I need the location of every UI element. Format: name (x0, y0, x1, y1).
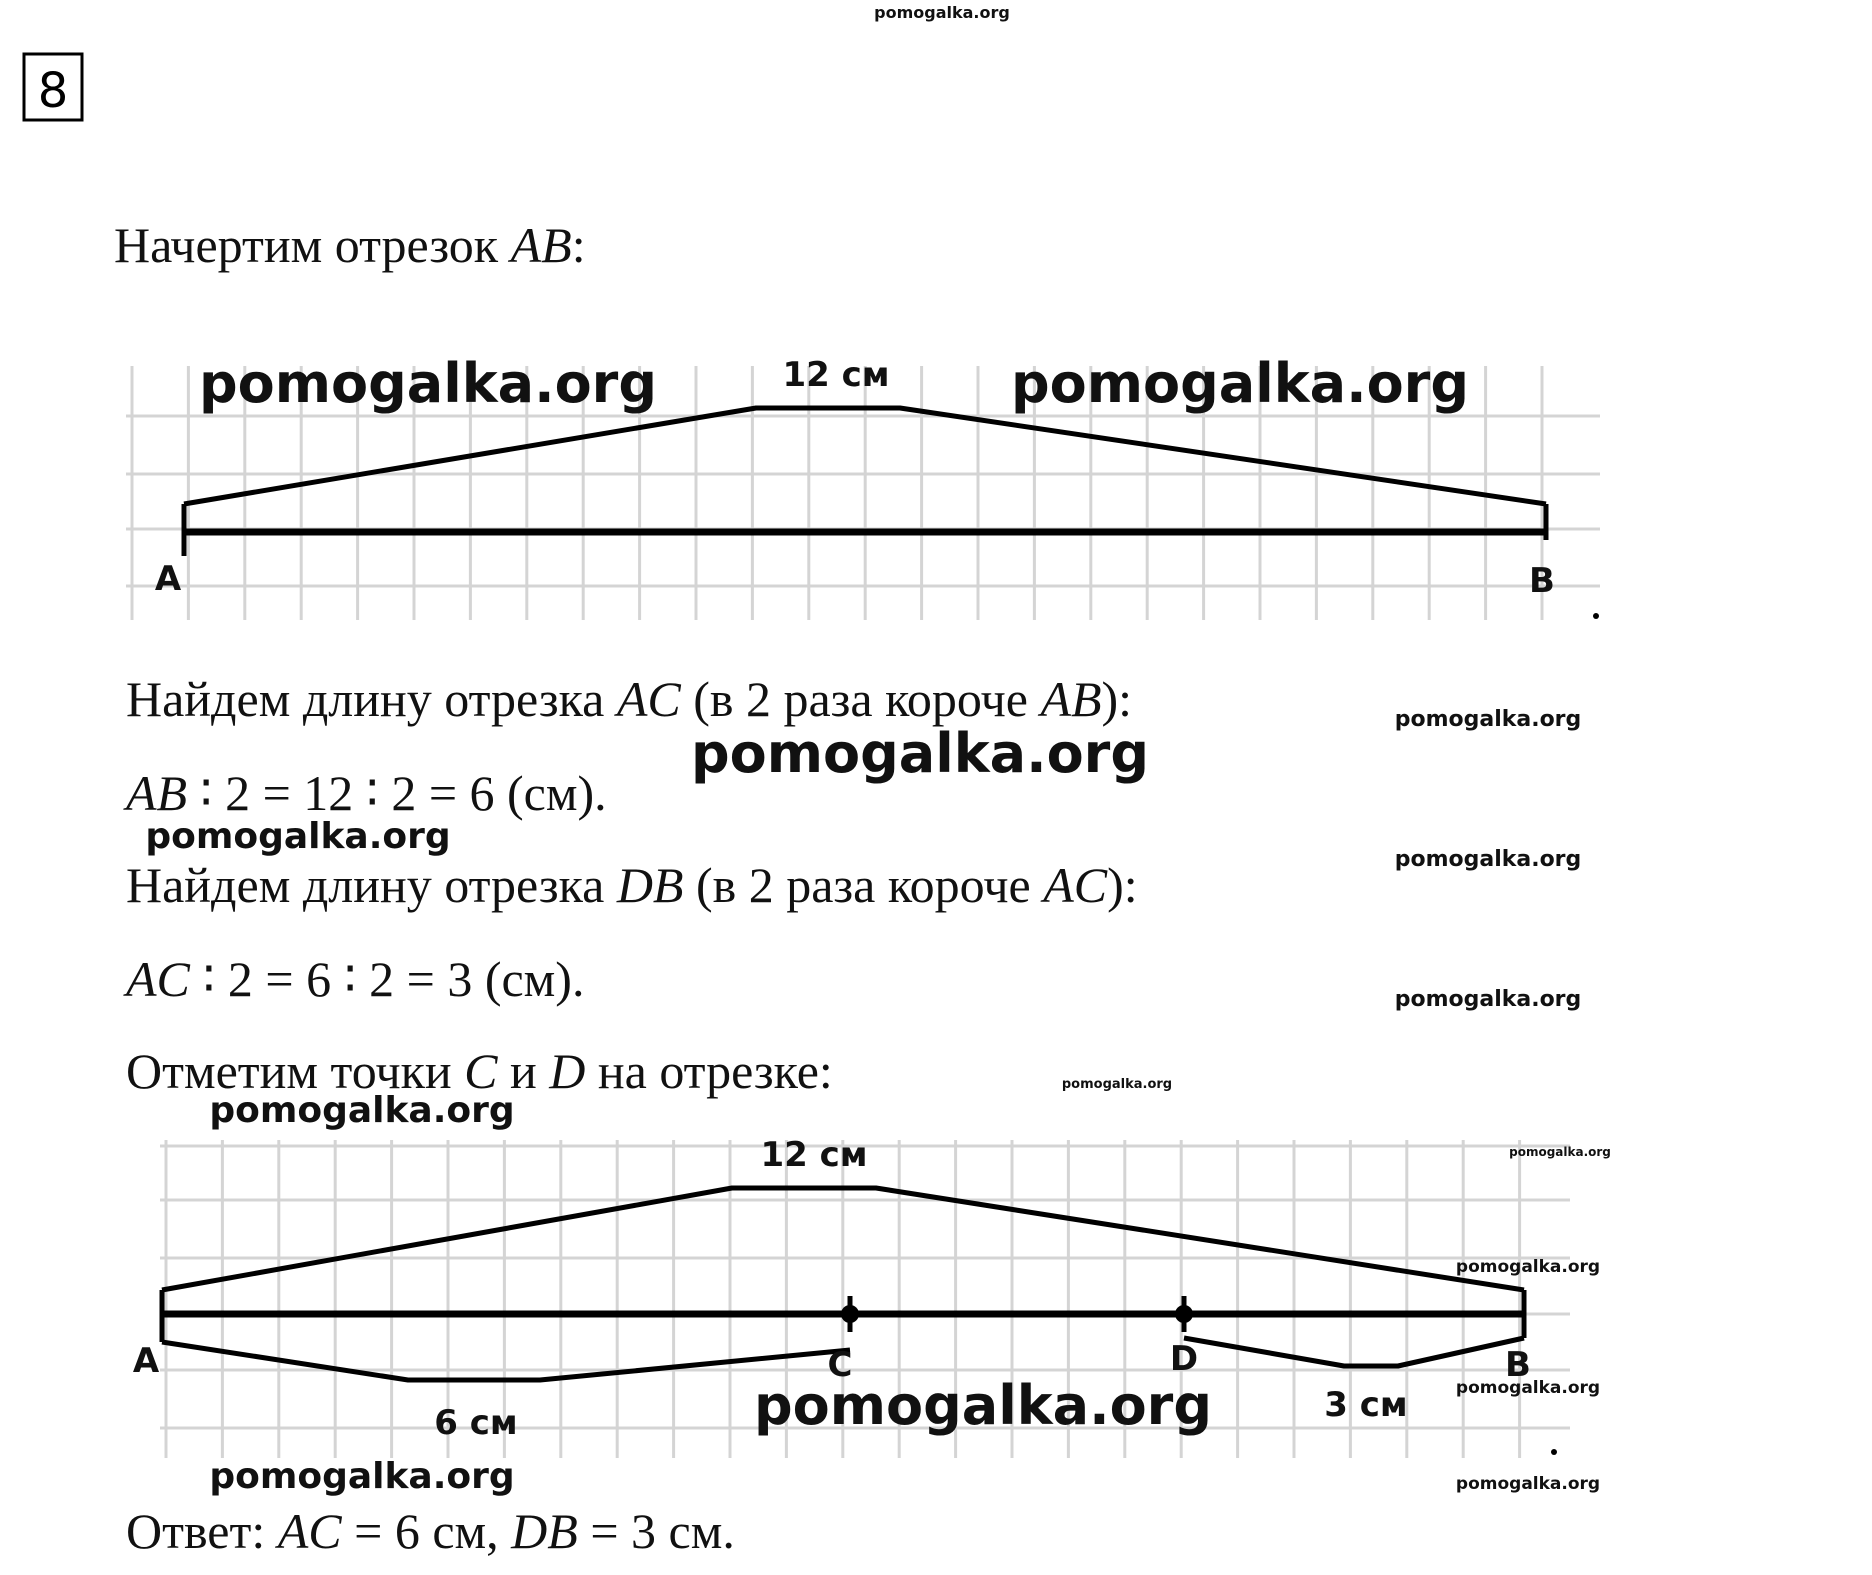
dot (1551, 1449, 1557, 1455)
watermark: pomogalka.org (691, 722, 1149, 785)
math: AC (614, 671, 682, 727)
label: 3 см (1324, 1385, 1407, 1425)
math: AC (275, 1503, 343, 1559)
label: 6 см (434, 1403, 517, 1443)
text-line: AB ∶ 2 = 12 ∶ 2 = 6 (см). (123, 765, 607, 821)
label: A (155, 559, 182, 599)
math: AC (123, 951, 191, 1007)
text: ∶ 2 = 6 ∶ 2 = 3 (см). (190, 951, 585, 1007)
text: и (498, 1043, 550, 1099)
text: (в 2 раза короче (681, 671, 1041, 727)
text-line: Найдем длину отрезка DB (в 2 раза короче… (126, 857, 1138, 913)
math: DB (510, 1503, 578, 1559)
math: C (464, 1043, 498, 1099)
diagram-1 (181, 405, 1599, 619)
watermark: pomogalka.org (1062, 1077, 1172, 1092)
brace (183, 405, 1547, 507)
math: AC (1040, 857, 1108, 913)
text: : (572, 217, 586, 273)
text: Отметим точки (126, 1043, 464, 1099)
label: A (133, 1341, 160, 1381)
watermark: pomogalka.org (1456, 1474, 1600, 1494)
dot (1593, 613, 1599, 619)
watermark: pomogalka.org (874, 3, 1010, 22)
watermark: pomogalka.org (1395, 707, 1582, 732)
label: B (1505, 1345, 1531, 1385)
text-line: Отметим точки C и D на отрезке: (126, 1043, 833, 1099)
label: B (1529, 561, 1555, 601)
watermark: pomogalka.org (1011, 352, 1469, 415)
point-c (841, 1305, 859, 1323)
brace (1183, 1335, 1525, 1369)
point-d (1175, 1305, 1193, 1323)
text: = 3 см. (578, 1503, 735, 1559)
math: AB (1037, 671, 1101, 727)
text-line: Начертим отрезок AB: (114, 217, 586, 273)
watermark: pomogalka.org (1456, 1378, 1600, 1398)
watermark: pomogalka.org (754, 1374, 1212, 1437)
text: Найдем длину отрезка (126, 671, 617, 727)
text-line: AC ∶ 2 = 6 ∶ 2 = 3 (см). (123, 951, 584, 1007)
text: ): (1107, 857, 1138, 913)
label: 12 см (782, 355, 889, 395)
text: на отрезке: (585, 1043, 832, 1099)
math: AB (123, 765, 187, 821)
text: (в 2 раза короче (683, 857, 1043, 913)
watermark: pomogalka.org (1395, 987, 1582, 1012)
text: Начертим отрезок (114, 217, 511, 273)
text-line: Найдем длину отрезка AC (в 2 раза короче… (126, 671, 1132, 727)
text: ): (1102, 671, 1133, 727)
math: DB (616, 857, 684, 913)
text-line: Ответ: AC = 6 см, DB = 3 см. (126, 1503, 735, 1559)
text: ∶ 2 = 12 ∶ 2 = 6 (см). (187, 765, 607, 821)
text: Ответ: (126, 1503, 278, 1559)
watermark: pomogalka.org (199, 352, 657, 415)
label: D (1170, 1339, 1198, 1379)
watermark: pomogalka.org (209, 1456, 514, 1497)
watermark: pomogalka.org (209, 1090, 514, 1131)
task-number: 8 (38, 63, 69, 119)
text: Найдем длину отрезка (126, 857, 617, 913)
task-box (22, 52, 84, 122)
label: 12 см (760, 1135, 867, 1175)
watermark: pomogalka.org (1395, 847, 1582, 872)
brace (161, 1185, 1525, 1293)
diagram-2 (159, 1185, 1557, 1455)
watermark: pomogalka.org (145, 816, 450, 857)
label: C (828, 1345, 853, 1385)
text: = 6 см, (342, 1503, 512, 1559)
watermark: pomogalka.org (1456, 1257, 1600, 1277)
watermark: pomogalka.org (1509, 1145, 1611, 1159)
brace (161, 1339, 851, 1383)
math: AB (508, 217, 572, 273)
math: D (548, 1043, 585, 1099)
